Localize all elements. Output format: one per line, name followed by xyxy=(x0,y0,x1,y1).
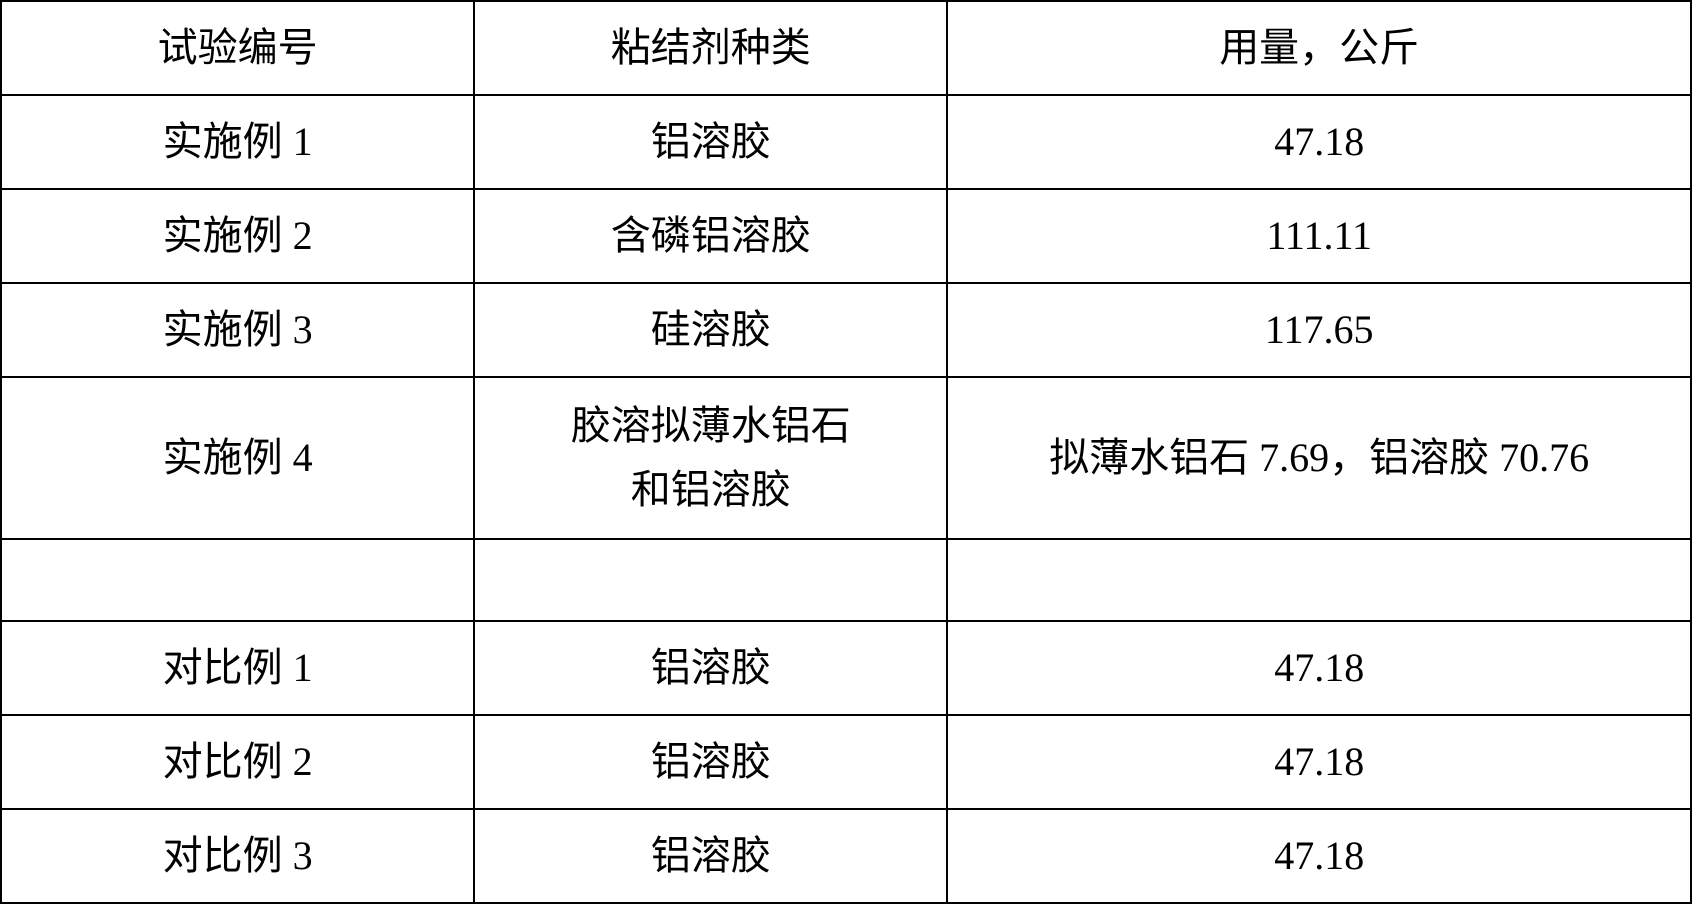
cell-col1: 实施例 1 xyxy=(1,95,474,189)
header-col3: 用量，公斤 xyxy=(947,1,1691,95)
cell-col1: 对比例 1 xyxy=(1,621,474,715)
table-body: 实施例 1 铝溶胶 47.18 实施例 2 含磷铝溶胶 111.11 实施例 3… xyxy=(1,95,1691,903)
cell-col2: 铝溶胶 xyxy=(474,715,947,809)
cell-col3-empty xyxy=(947,539,1691,621)
cell-col3: 47.18 xyxy=(947,809,1691,903)
table-row-empty xyxy=(1,539,1691,621)
cell-col3: 47.18 xyxy=(947,621,1691,715)
cell-col1: 对比例 3 xyxy=(1,809,474,903)
table-header-row: 试验编号 粘结剂种类 用量，公斤 xyxy=(1,1,1691,95)
cell-col2-empty xyxy=(474,539,947,621)
cell-col3: 拟薄水铝石 7.69，铝溶胶 70.76 xyxy=(947,377,1691,539)
table-row: 实施例 3 硅溶胶 117.65 xyxy=(1,283,1691,377)
cell-col1: 实施例 2 xyxy=(1,189,474,283)
header-col2: 粘结剂种类 xyxy=(474,1,947,95)
cell-col2: 铝溶胶 xyxy=(474,621,947,715)
table-row: 实施例 1 铝溶胶 47.18 xyxy=(1,95,1691,189)
header-col1: 试验编号 xyxy=(1,1,474,95)
cell-col3: 111.11 xyxy=(947,189,1691,283)
table-row: 实施例 4 胶溶拟薄水铝石 和铝溶胶 拟薄水铝石 7.69，铝溶胶 70.76 xyxy=(1,377,1691,539)
cell-col2: 铝溶胶 xyxy=(474,809,947,903)
cell-col1-empty xyxy=(1,539,474,621)
table-row: 对比例 2 铝溶胶 47.18 xyxy=(1,715,1691,809)
cell-col1: 对比例 2 xyxy=(1,715,474,809)
cell-col2-line1: 胶溶拟薄水铝石 xyxy=(571,403,851,448)
table-row: 对比例 3 铝溶胶 47.18 xyxy=(1,809,1691,903)
table-row: 实施例 2 含磷铝溶胶 111.11 xyxy=(1,189,1691,283)
data-table: 试验编号 粘结剂种类 用量，公斤 实施例 1 铝溶胶 47.18 实施例 2 含… xyxy=(0,0,1692,904)
cell-col2: 铝溶胶 xyxy=(474,95,947,189)
cell-col3: 47.18 xyxy=(947,95,1691,189)
cell-col1: 实施例 3 xyxy=(1,283,474,377)
cell-col3: 117.65 xyxy=(947,283,1691,377)
cell-col2: 含磷铝溶胶 xyxy=(474,189,947,283)
cell-col1: 实施例 4 xyxy=(1,377,474,539)
cell-col2: 硅溶胶 xyxy=(474,283,947,377)
cell-col2: 胶溶拟薄水铝石 和铝溶胶 xyxy=(474,377,947,539)
cell-col3: 47.18 xyxy=(947,715,1691,809)
table-row: 对比例 1 铝溶胶 47.18 xyxy=(1,621,1691,715)
table-container: 试验编号 粘结剂种类 用量，公斤 实施例 1 铝溶胶 47.18 实施例 2 含… xyxy=(0,0,1692,904)
cell-col2-line2: 和铝溶胶 xyxy=(631,467,791,512)
